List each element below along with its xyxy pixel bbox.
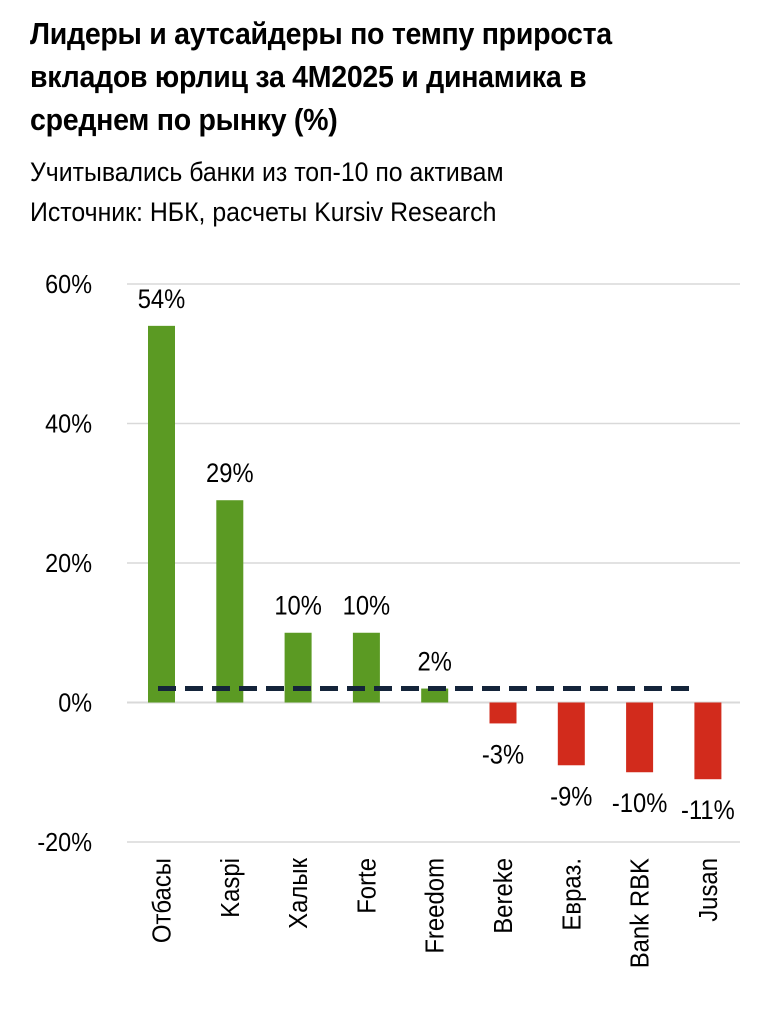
data-label: 10%	[343, 591, 391, 621]
y-tick-label: 20%	[45, 550, 92, 578]
category-label: Kaspi	[216, 858, 245, 918]
category-labels: Отбасы Kaspi Халык Forte Freedom Bereke Евраз.…	[148, 857, 724, 968]
bar	[421, 688, 449, 703]
data-label: -9%	[550, 782, 592, 812]
chart-source: Источник: НБК, расчеты Kursiv Research	[30, 197, 497, 227]
category-label: Forte	[353, 858, 382, 914]
y-tick-label: 0%	[58, 689, 92, 717]
y-tick-label: 60%	[45, 271, 92, 299]
y-tick-label: 40%	[45, 410, 92, 438]
category-label: Bank RBK	[626, 858, 655, 969]
bar	[626, 702, 654, 773]
data-label: -10%	[612, 789, 667, 819]
bar	[557, 702, 585, 766]
data-label: -11%	[681, 796, 735, 826]
chart-title: Лидеры и аутсайдеры по темпу прироста вк…	[30, 16, 612, 137]
y-tick-label: -20%	[37, 829, 92, 857]
data-label: -3%	[482, 740, 524, 770]
y-axis-ticks: 60% 40% 20% 0% -20%	[37, 271, 92, 857]
category-label: Bereke	[489, 858, 518, 934]
bar	[148, 325, 175, 703]
category-label: Евраз.	[557, 858, 586, 931]
bars	[148, 325, 722, 780]
category-label: Отбасы	[148, 858, 177, 943]
data-labels: 54% 29% 10% 10% 2% -3% -9% -10% -11%	[138, 284, 735, 825]
chart-subtitle: Учитывались банки из топ-10 по активам	[30, 157, 504, 187]
bar	[284, 632, 312, 703]
category-label: Jusan	[694, 858, 723, 922]
category-label: Freedom	[421, 858, 450, 954]
data-label: 29%	[206, 459, 254, 489]
data-label: 54%	[138, 284, 186, 314]
data-label: 10%	[274, 591, 322, 621]
category-label: Халык	[284, 857, 313, 929]
bar	[216, 500, 244, 703]
bar	[489, 702, 517, 724]
bar	[694, 702, 722, 780]
data-label: 2%	[418, 647, 452, 677]
bar	[352, 632, 380, 703]
